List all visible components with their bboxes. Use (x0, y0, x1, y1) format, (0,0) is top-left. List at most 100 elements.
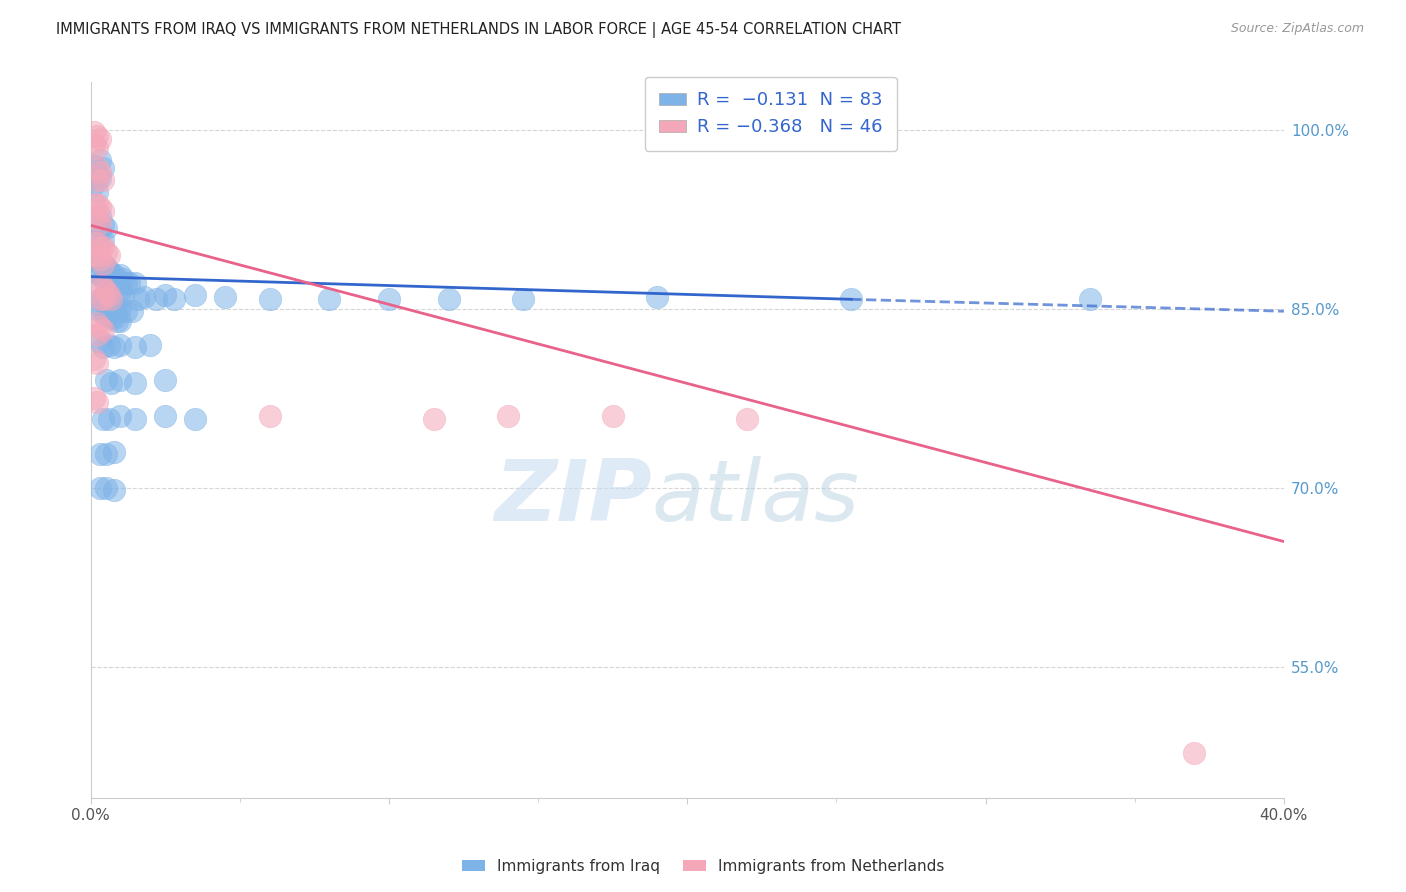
Point (91, 293, 114, 307)
Point (110, 284, 132, 298)
Point (91, 173, 114, 187)
Point (86, 266, 108, 280)
Point (83, 248, 105, 262)
Point (86, 355, 108, 369)
Point (83, 351, 105, 366)
Legend: R =  −0.131  N = 83, R = −0.368   N = 46: R = −0.131 N = 83, R = −0.368 N = 46 (644, 77, 897, 151)
Point (107, 301, 129, 316)
Point (91, 323, 114, 337)
Point (89, 170, 111, 185)
Point (735, 411, 758, 425)
Point (124, 411, 146, 425)
Point (100, 300, 122, 314)
Point (378, 293, 401, 307)
Point (103, 300, 125, 314)
Point (91, 240, 114, 254)
Point (86, 141, 108, 155)
Point (134, 290, 156, 304)
Point (112, 287, 135, 301)
Point (89, 201, 111, 215)
Point (118, 276, 141, 290)
Point (94, 272, 117, 286)
Point (94, 481, 117, 495)
Point (110, 374, 132, 388)
Point (121, 304, 143, 318)
Point (153, 409, 176, 424)
Point (103, 483, 125, 498)
Point (214, 290, 236, 304)
Point (89, 447, 111, 461)
Point (97, 337, 120, 351)
Point (86, 254, 108, 268)
Point (86, 219, 108, 233)
Point (91, 272, 114, 286)
Point (103, 268, 125, 283)
Point (89, 268, 111, 283)
Point (91, 233, 114, 247)
Point (97, 287, 120, 301)
Point (94, 296, 117, 310)
Point (86, 328, 108, 343)
Point (103, 311, 125, 326)
Point (94, 220, 117, 235)
Point (89, 164, 111, 178)
Point (94, 308, 117, 322)
Point (184, 287, 207, 301)
Point (110, 337, 132, 351)
Point (110, 314, 132, 328)
Point (259, 409, 281, 424)
Point (647, 290, 669, 304)
Point (127, 293, 149, 307)
Point (89, 132, 111, 146)
Point (91, 219, 114, 233)
Point (86, 170, 108, 185)
Point (91, 340, 114, 354)
Text: IMMIGRANTS FROM IRAQ VS IMMIGRANTS FROM NETHERLANDS IN LABOR FORCE | AGE 45-54 C: IMMIGRANTS FROM IRAQ VS IMMIGRANTS FROM … (56, 22, 901, 38)
Point (512, 293, 534, 307)
Point (89, 153, 111, 167)
Point (91, 280, 114, 294)
Point (115, 304, 138, 318)
Point (89, 319, 111, 334)
Point (89, 240, 111, 254)
Point (91, 256, 114, 270)
Point (89, 293, 111, 307)
Point (91, 204, 114, 219)
Point (91, 293, 114, 307)
Point (94, 374, 117, 388)
Point (86, 230, 108, 244)
Point (124, 340, 146, 354)
Point (86, 128, 108, 143)
Point (97, 411, 120, 425)
Point (97, 276, 120, 290)
Point (115, 276, 138, 290)
Point (91, 304, 114, 318)
Point (89, 209, 111, 223)
Point (89, 254, 111, 268)
Point (86, 185, 108, 199)
Point (100, 266, 122, 280)
Text: ZIP: ZIP (494, 456, 651, 539)
Point (86, 197, 108, 211)
Text: atlas: atlas (651, 456, 859, 539)
Point (145, 293, 167, 307)
Point (139, 337, 162, 351)
Point (83, 177, 105, 191)
Point (259, 293, 281, 307)
Point (83, 209, 105, 223)
Point (97, 308, 120, 322)
Point (100, 277, 122, 292)
Point (89, 293, 111, 307)
Point (110, 301, 132, 316)
Point (103, 280, 125, 294)
Point (89, 216, 111, 230)
Point (91, 256, 114, 270)
Point (91, 161, 114, 175)
Point (89, 335, 111, 350)
Point (94, 284, 117, 298)
Point (103, 340, 125, 354)
Point (97, 296, 120, 310)
Point (496, 409, 519, 424)
Point (86, 173, 108, 187)
Point (124, 276, 146, 290)
